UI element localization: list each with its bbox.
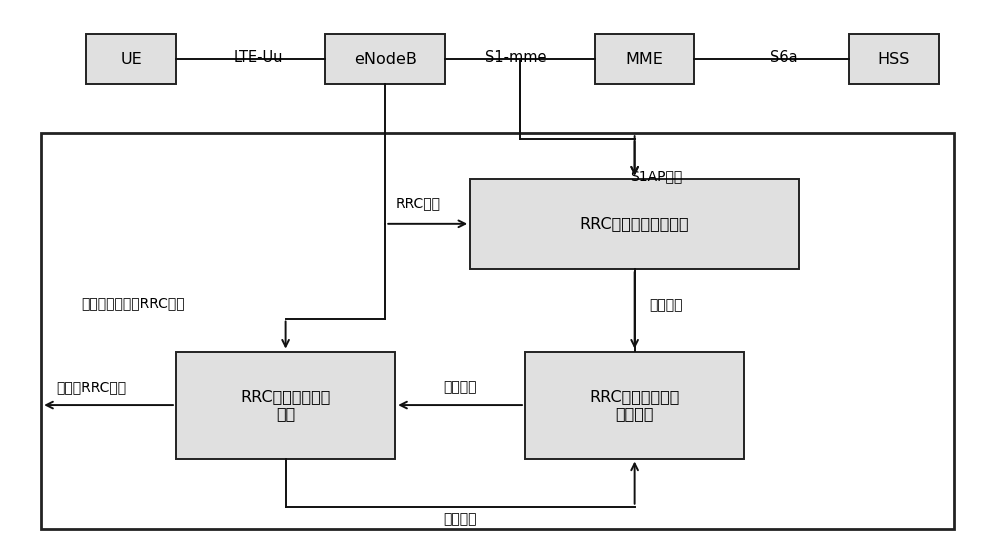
Bar	[325, 34, 445, 84]
Bar	[176, 352, 395, 459]
Bar	[86, 34, 176, 84]
Text: 解密后RRC消息: 解密后RRC消息	[56, 380, 126, 394]
Text: S1AP消息: S1AP消息	[630, 169, 682, 183]
Text: 需要提取参数的RRC消息: 需要提取参数的RRC消息	[81, 296, 185, 310]
Text: MME: MME	[626, 51, 664, 67]
Text: 参数输入: 参数输入	[650, 298, 683, 312]
Text: RRC解密参数推导
维护模块: RRC解密参数推导 维护模块	[589, 389, 680, 421]
Text: 参数输入: 参数输入	[443, 380, 477, 394]
Text: RRC消息: RRC消息	[395, 196, 440, 210]
Bar	[849, 34, 939, 84]
Text: UE: UE	[120, 51, 142, 67]
Text: RRC消息解密执行
模块: RRC消息解密执行 模块	[240, 389, 331, 421]
Bar	[595, 34, 694, 84]
Bar	[525, 352, 744, 459]
Text: S1-mme: S1-mme	[485, 50, 547, 65]
Text: S6a: S6a	[770, 50, 798, 65]
Text: 参数更新: 参数更新	[443, 512, 477, 526]
Bar	[470, 178, 799, 269]
Text: LTE-Uu: LTE-Uu	[234, 50, 283, 65]
Text: HSS: HSS	[878, 51, 910, 67]
Text: RRC解密参数提取模块: RRC解密参数提取模块	[580, 216, 689, 231]
Bar	[41, 133, 954, 529]
Text: eNodeB: eNodeB	[354, 51, 417, 67]
